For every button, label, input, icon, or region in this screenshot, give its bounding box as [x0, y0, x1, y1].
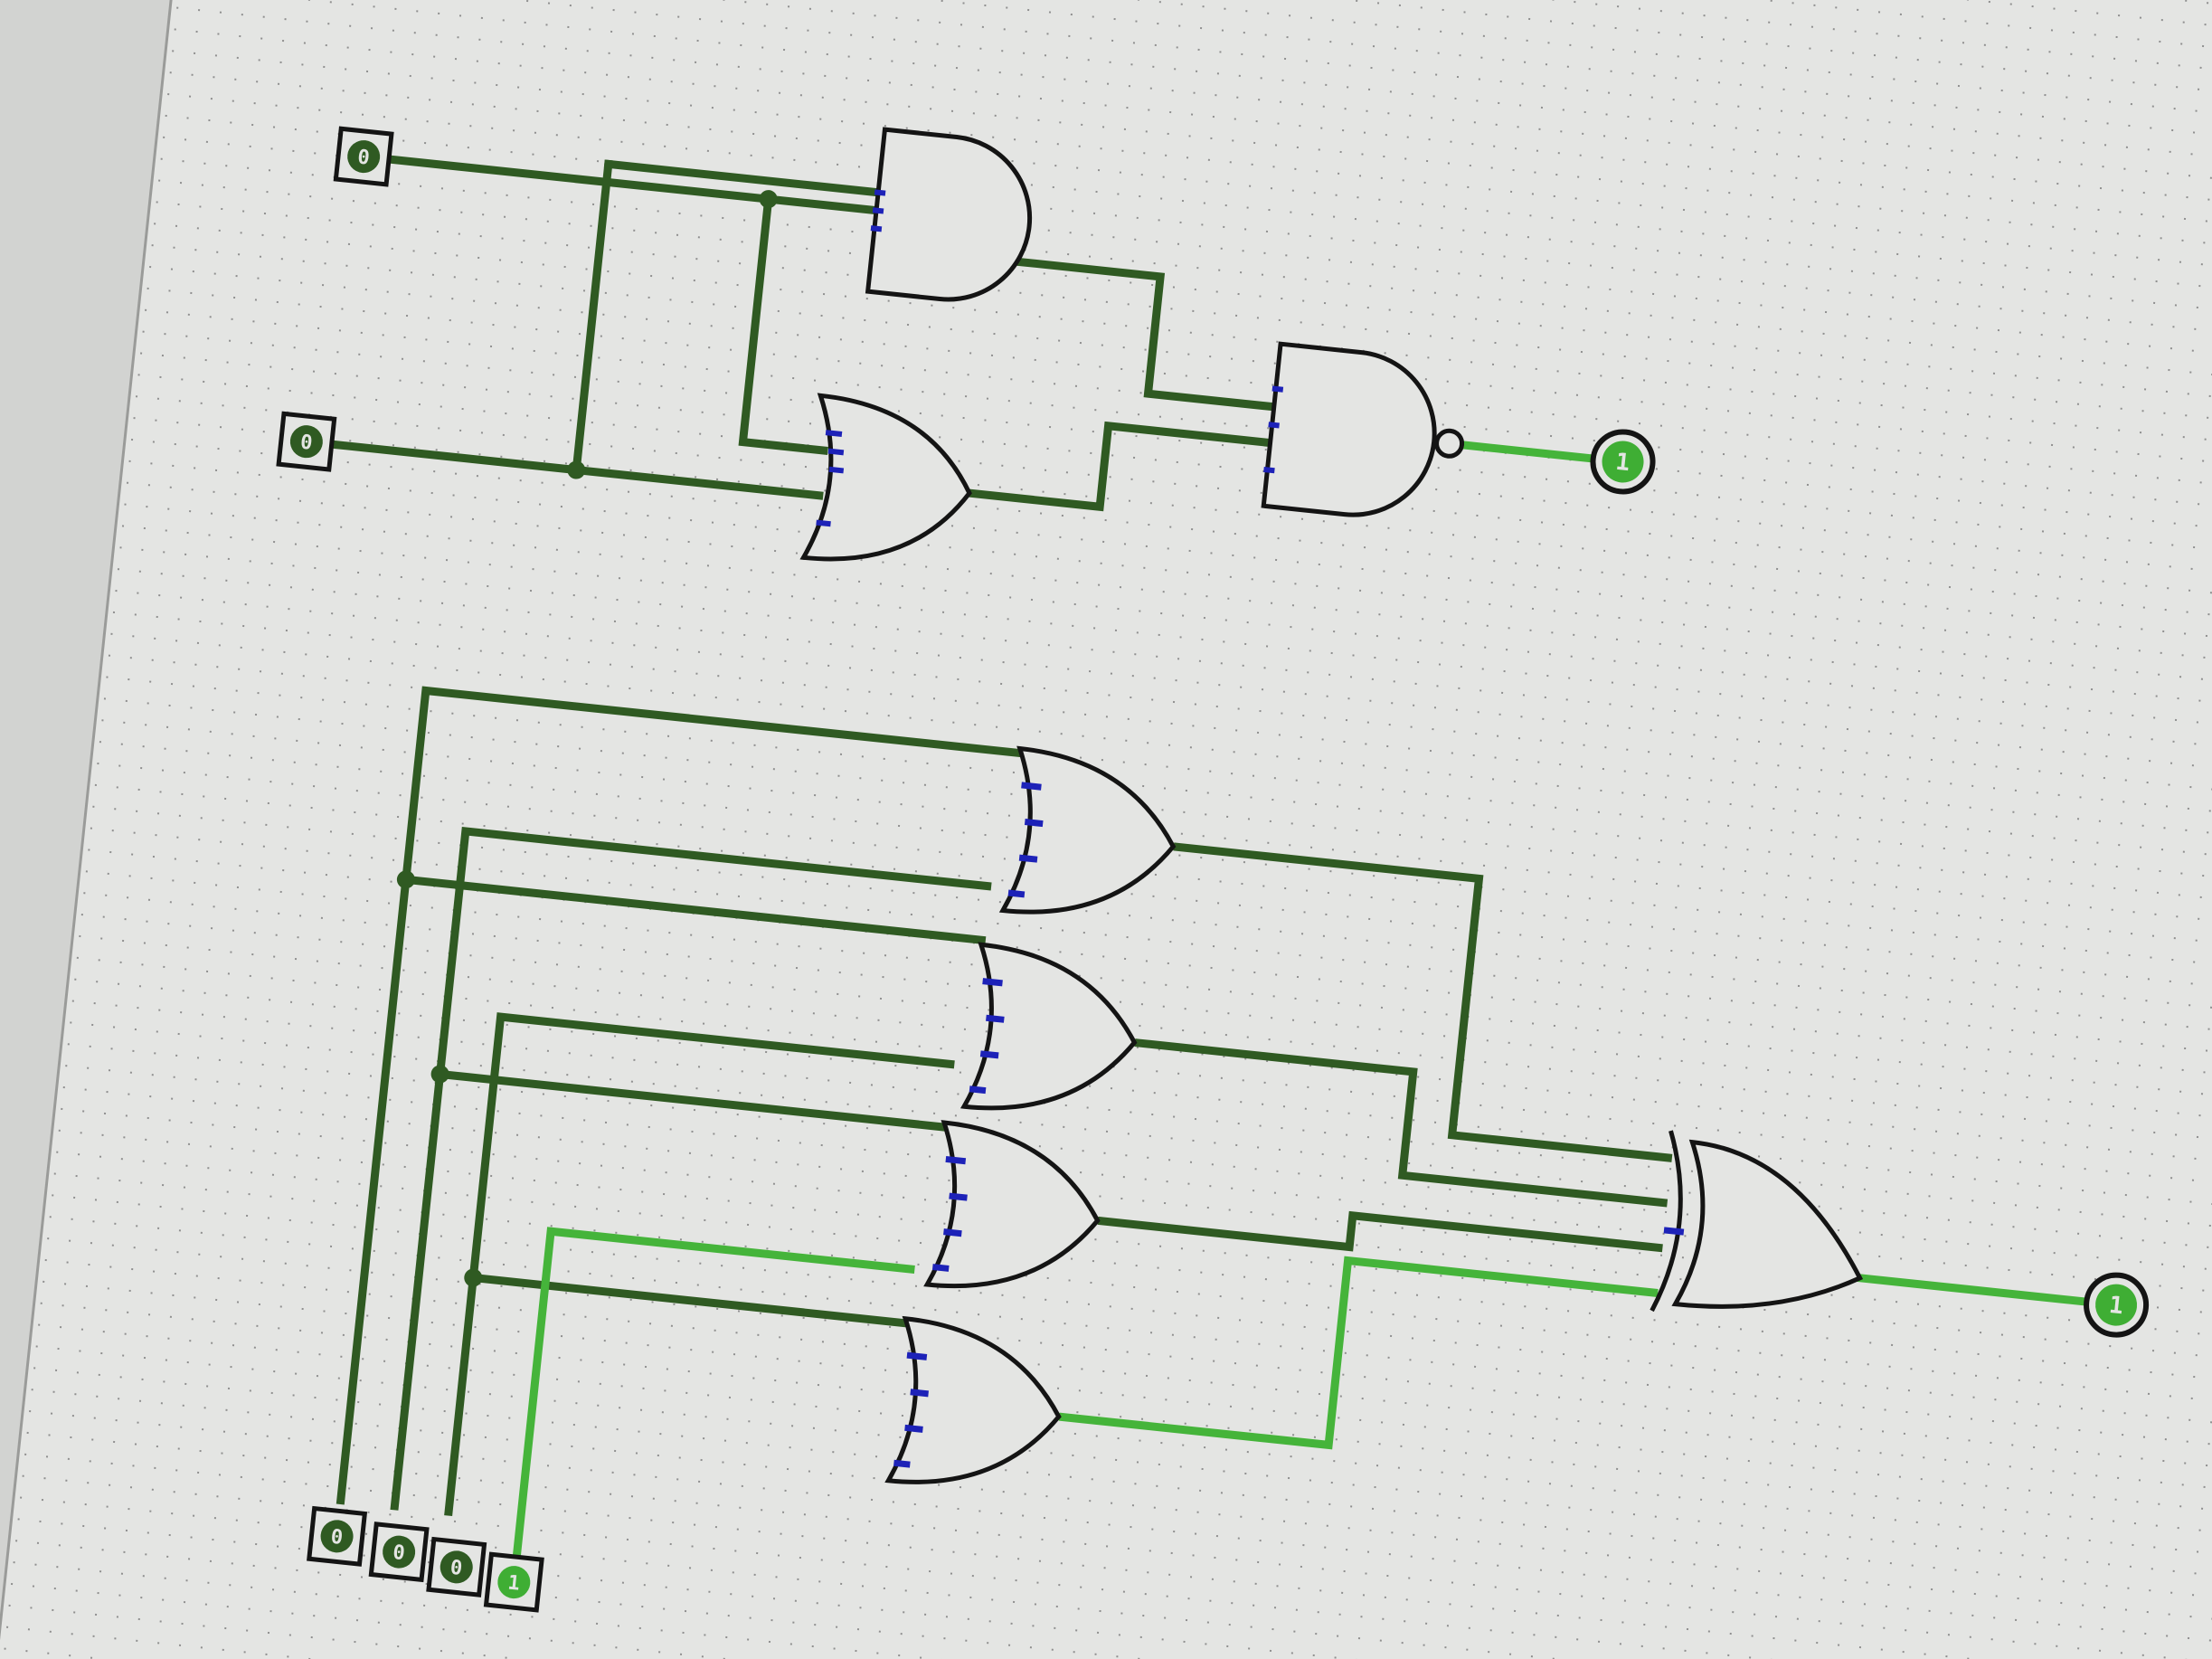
or-gate-icon[interactable] [998, 745, 1182, 928]
circuit-1: 0 0 [276, 126, 1656, 574]
circuit1-wires-off[interactable] [328, 138, 1292, 542]
or-gate-icon[interactable] [959, 942, 1143, 1123]
input-pin[interactable]: 0 [426, 1536, 487, 1597]
input-pin[interactable]: 0 [333, 126, 394, 187]
input-pin-value: 0 [449, 1557, 464, 1580]
xor-gate-icon[interactable] [1650, 1130, 1874, 1332]
output-pin-value: 1 [2108, 1292, 2125, 1320]
nand-gate-icon[interactable] [1260, 341, 1470, 526]
or-gate-icon[interactable] [923, 1120, 1106, 1302]
canvas-margin [0, 0, 209, 1659]
circuit2-wires-off[interactable] [336, 686, 1703, 1635]
circuit1-junctions [567, 190, 778, 479]
circuit2-junctions [396, 870, 483, 1287]
output-pin-value: 1 [1614, 449, 1631, 477]
or-gate-icon[interactable] [799, 393, 978, 574]
and-gate-icon[interactable] [865, 127, 1038, 308]
input-pin-value: 0 [392, 1541, 406, 1565]
input-pin[interactable]: 0 [276, 411, 337, 472]
or-gate-icon[interactable] [884, 1315, 1067, 1498]
input-pin-value: 1 [506, 1571, 521, 1595]
output-pin[interactable]: 1 [1590, 429, 1656, 495]
input-pin[interactable]: 1 [483, 1551, 544, 1613]
output-pin[interactable]: 1 [2084, 1272, 2150, 1338]
input-pin-value: 0 [299, 431, 314, 455]
input-pin-value: 0 [356, 146, 371, 169]
input-pin-value: 0 [330, 1526, 345, 1550]
input-pin[interactable]: 0 [368, 1522, 430, 1583]
circuit-2: 0 0 0 1 1 [307, 686, 2150, 1659]
canvas-border [0, 0, 211, 1659]
input-pin[interactable]: 0 [307, 1505, 368, 1567]
circuit2-wires-on[interactable] [512, 1142, 2122, 1659]
